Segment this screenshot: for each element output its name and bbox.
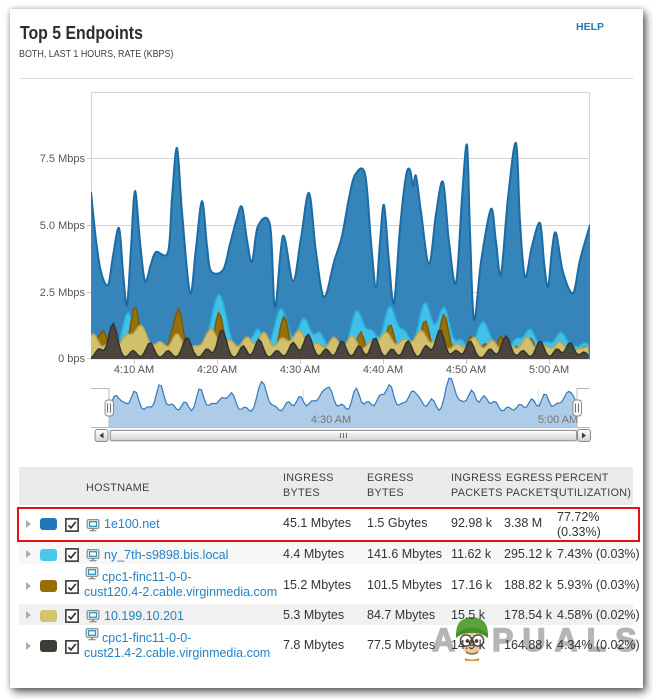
svg-text:4:30 AM: 4:30 AM bbox=[280, 364, 320, 376]
svg-text:5:00 AM: 5:00 AM bbox=[529, 364, 569, 376]
svg-text:4:50 AM: 4:50 AM bbox=[446, 364, 486, 376]
svg-text:5:00 AM: 5:00 AM bbox=[538, 414, 578, 426]
svg-text:4:30 AM: 4:30 AM bbox=[311, 414, 351, 426]
svg-text:4:20 AM: 4:20 AM bbox=[197, 364, 237, 376]
svg-text:0 bps: 0 bps bbox=[58, 353, 85, 365]
svg-text:2.5 Mbps: 2.5 Mbps bbox=[40, 287, 86, 299]
svg-text:4:10 AM: 4:10 AM bbox=[114, 364, 154, 376]
svg-text:5.0 Mbps: 5.0 Mbps bbox=[40, 220, 86, 232]
svg-text:4:40 AM: 4:40 AM bbox=[363, 364, 403, 376]
svg-text:7.5 Mbps: 7.5 Mbps bbox=[40, 153, 86, 165]
